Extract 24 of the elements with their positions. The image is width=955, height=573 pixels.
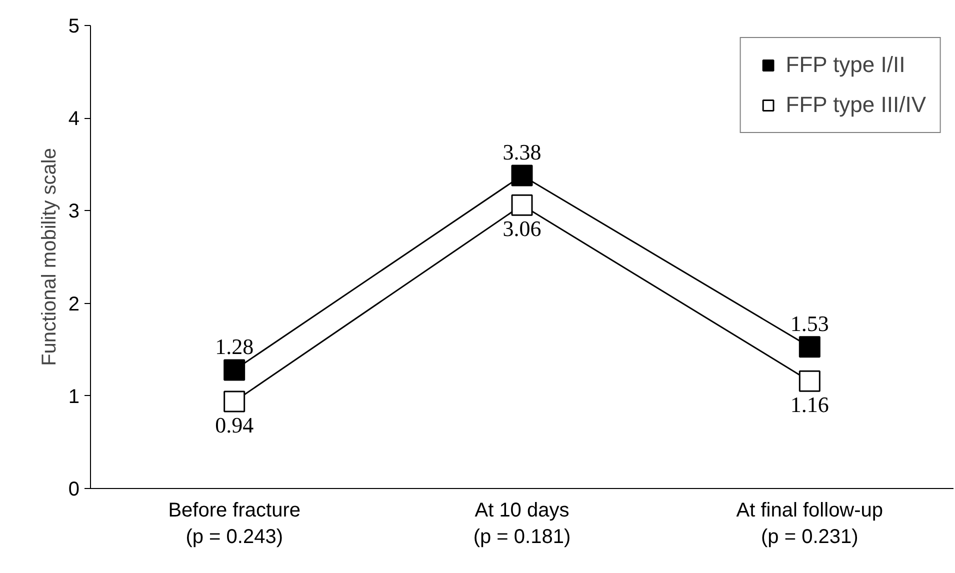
point: [224, 390, 246, 412]
point: [511, 194, 533, 216]
y-axis-title: Functional mobility scale: [38, 148, 60, 366]
data-label: 1.53: [790, 310, 829, 336]
data-label: 3.38: [502, 140, 542, 165]
legend-label: FFP type III/IV: [786, 92, 926, 118]
y-tick-label: 0: [68, 478, 80, 500]
y-tick-label: 2: [68, 293, 80, 316]
y-tick-label: 5: [68, 16, 80, 38]
x-tick-label: At 10 days (p = 0.181): [473, 500, 571, 548]
data-label: 1.16: [790, 392, 829, 418]
y-tick-label: 3: [68, 200, 80, 223]
point: [798, 370, 820, 392]
y-tick-label: 4: [68, 108, 80, 130]
legend-label: FFP type I/II: [786, 52, 906, 78]
data-label: 1.28: [215, 334, 254, 359]
y-tick-label: 1: [68, 386, 80, 408]
x-tick-label: Before fracture (p = 0.243): [168, 500, 300, 548]
point: [224, 359, 246, 381]
data-label: 0.94: [215, 412, 254, 438]
point: [511, 164, 533, 186]
data-label: 3.06: [502, 216, 542, 242]
point: [798, 336, 820, 358]
x-tick-label: At final follow-up (p = 0.231): [736, 500, 884, 548]
